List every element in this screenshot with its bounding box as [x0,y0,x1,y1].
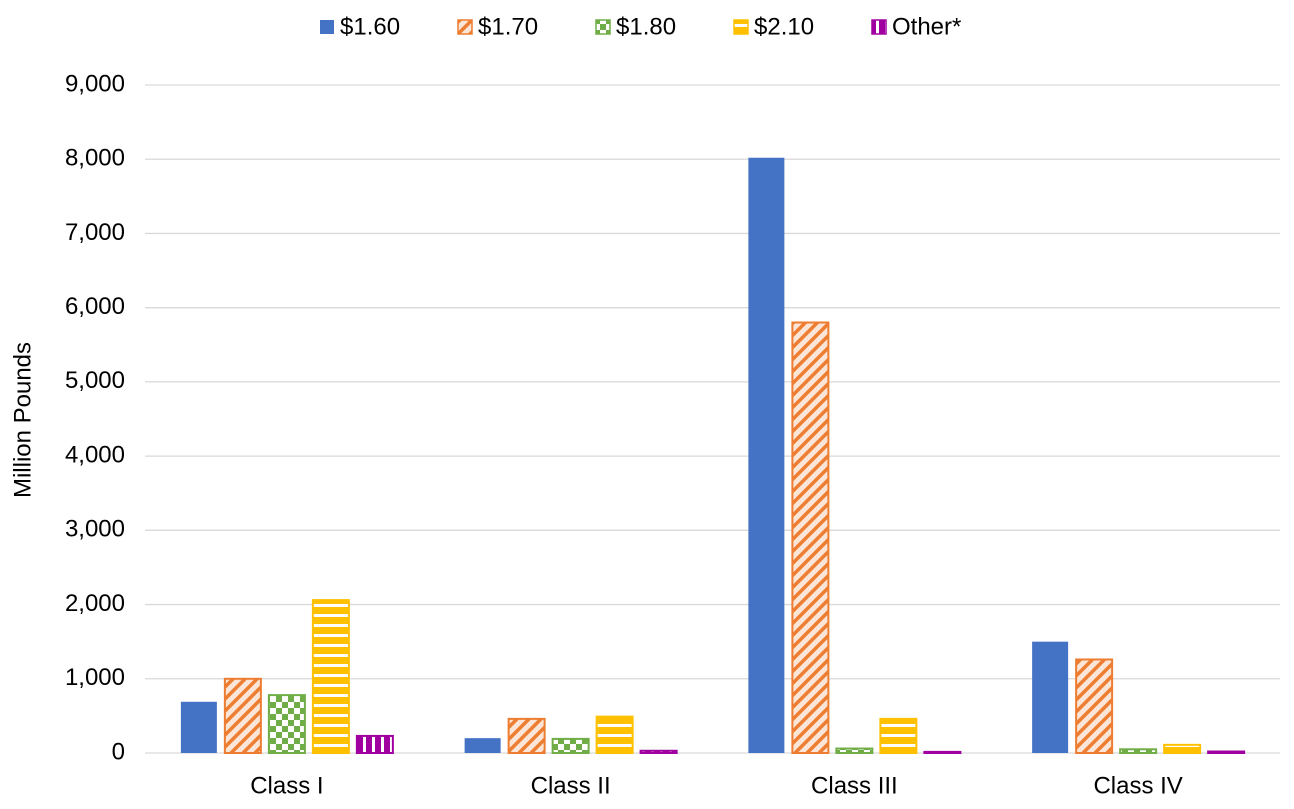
legend-swatch [733,19,749,35]
bar [595,715,634,754]
bar [355,734,394,755]
bar [923,750,962,754]
bar [1075,658,1114,754]
bar [464,738,501,753]
legend-swatch [320,20,334,34]
y-tick-label: 1,000 [65,664,125,691]
bar [267,694,306,755]
bar [791,321,830,754]
bar [748,157,785,753]
bar [507,717,546,755]
legend-label: $1.60 [340,13,400,40]
y-tick-label: 2,000 [65,590,125,617]
y-tick-label: 9,000 [65,70,125,97]
bar [639,749,678,754]
y-tick-label: 3,000 [65,516,125,543]
bar [223,677,262,754]
legend-swatch [457,19,473,35]
legend-label: Other* [892,13,961,40]
bar [1207,750,1246,755]
bar [1119,748,1158,754]
bar [879,717,918,755]
x-tick-label: Class III [811,772,898,799]
y-tick-label: 7,000 [65,219,125,246]
legend-swatch [871,19,887,35]
bar [1032,641,1069,753]
legend-swatch [595,19,611,35]
y-tick-label: 8,000 [65,145,125,172]
bar [1163,743,1202,755]
x-tick-label: Class IV [1093,772,1182,799]
y-tick-label: 4,000 [65,441,125,468]
y-tick-label: 5,000 [65,367,125,394]
bar [551,737,590,754]
bar [311,599,350,755]
y-tick-label: 0 [112,738,125,765]
y-tick-label: 6,000 [65,293,125,320]
bar [835,747,874,755]
legend-label: $1.80 [616,13,676,40]
x-tick-label: Class II [531,772,611,799]
x-tick-label: Class I [250,772,323,799]
legend-label: $2.10 [754,13,814,40]
bar [180,701,217,753]
legend-label: $1.70 [478,13,538,40]
y-axis-label: Million Pounds [9,342,36,498]
